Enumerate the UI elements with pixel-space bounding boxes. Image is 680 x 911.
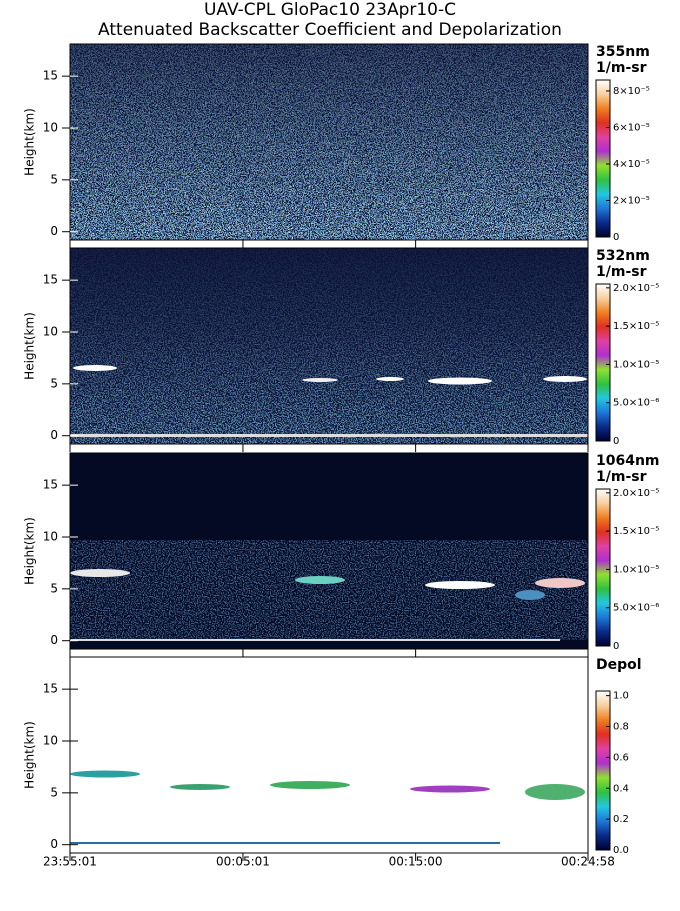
colorbar-title: Depol	[596, 657, 642, 673]
y-tick-label: 5	[50, 376, 58, 390]
y-axis-label: Height(km)	[23, 517, 37, 585]
colorbar-tick-label: 4×10⁻⁵	[613, 159, 650, 170]
colorbar-tick-label: 0	[613, 232, 619, 243]
colorbar-tick-label: 1.5×10⁻⁵	[613, 526, 659, 537]
y-tick-label: 5	[50, 785, 58, 799]
y-tick-label: 0	[50, 633, 58, 647]
colorbar-tick-label: 0	[613, 641, 619, 652]
x-tick-label: 23:55:01	[43, 855, 97, 869]
colorbar	[595, 690, 611, 851]
colorbar-tick-label: 0.4	[613, 783, 629, 794]
colorbar	[595, 283, 611, 442]
x-tick-label: 00:15:00	[389, 855, 443, 869]
colorbar-tick-label: 1.5×10⁻⁵	[613, 321, 659, 332]
colorbar-title: 1/m-sr	[596, 60, 647, 76]
y-tick-label: 10	[43, 530, 58, 544]
y-tick-label: 10	[43, 734, 58, 748]
colorbar-tick-label: 0	[613, 436, 619, 447]
panel-background	[70, 657, 588, 853]
y-tick-label: 15	[43, 273, 58, 287]
y-tick-label: 10	[43, 121, 58, 135]
colorbar-tick-label: 5.0×10⁻⁶	[613, 603, 659, 614]
colorbar-tick-label: 0.0	[613, 845, 629, 856]
colorbar-tick-label: 1.0×10⁻⁵	[613, 359, 659, 370]
y-tick-label: 15	[43, 69, 58, 83]
colorbar-title: 1/m-sr	[596, 264, 647, 280]
plot-frame	[69, 656, 589, 854]
curtain-texture	[70, 44, 588, 844]
colorbar-tick-label: 1.0	[613, 691, 629, 702]
colorbar-tick-label: 6×10⁻⁵	[613, 122, 650, 133]
y-tick-label: 10	[43, 325, 58, 339]
colorbar-tick-label: 2×10⁻⁵	[613, 195, 650, 206]
y-tick-label: 0	[50, 224, 58, 238]
plot-frame	[69, 43, 589, 241]
title: UAV-CPL GloPac10 23Apr10-C	[204, 0, 456, 20]
colorbar	[595, 488, 611, 647]
colorbar	[595, 79, 611, 238]
y-axis-label: Height(km)	[23, 108, 37, 176]
y-tick-label: 5	[50, 172, 58, 186]
colorbar-title: 1064nm	[596, 453, 660, 469]
plot-frame	[69, 452, 589, 650]
y-axis-label: Height(km)	[23, 312, 37, 380]
colorbar-tick-label: 0.2	[613, 814, 629, 825]
colorbar-tick-label: 2.0×10⁻⁵	[613, 488, 659, 499]
colorbar-tick-label: 2.0×10⁻⁵	[613, 283, 659, 294]
y-tick-label: 0	[50, 428, 58, 442]
y-tick-label: 15	[43, 478, 58, 492]
colorbar-title: 532nm	[596, 248, 650, 264]
x-tick-label: 00:24:58	[561, 855, 615, 869]
colorbar-tick-label: 1.0×10⁻⁵	[613, 564, 659, 575]
y-tick-label: 0	[50, 837, 58, 851]
plot-frame	[69, 247, 589, 445]
colorbar-tick-label: 0.6	[613, 752, 629, 763]
y-tick-label: 15	[43, 682, 58, 696]
subtitle: Attenuated Backscatter Coefficient and D…	[98, 20, 562, 40]
colorbar-tick-label: 0.8	[613, 722, 629, 733]
colorbar-title: 1/m-sr	[596, 469, 647, 485]
colorbar-title: 355nm	[596, 44, 650, 60]
colorbar-tick-label: 5.0×10⁻⁶	[613, 398, 659, 409]
colorbar-tick-label: 8×10⁻⁵	[613, 86, 650, 97]
y-tick-label: 5	[50, 581, 58, 595]
y-axis-label: Height(km)	[23, 721, 37, 789]
x-tick-label: 00:05:01	[216, 855, 270, 869]
